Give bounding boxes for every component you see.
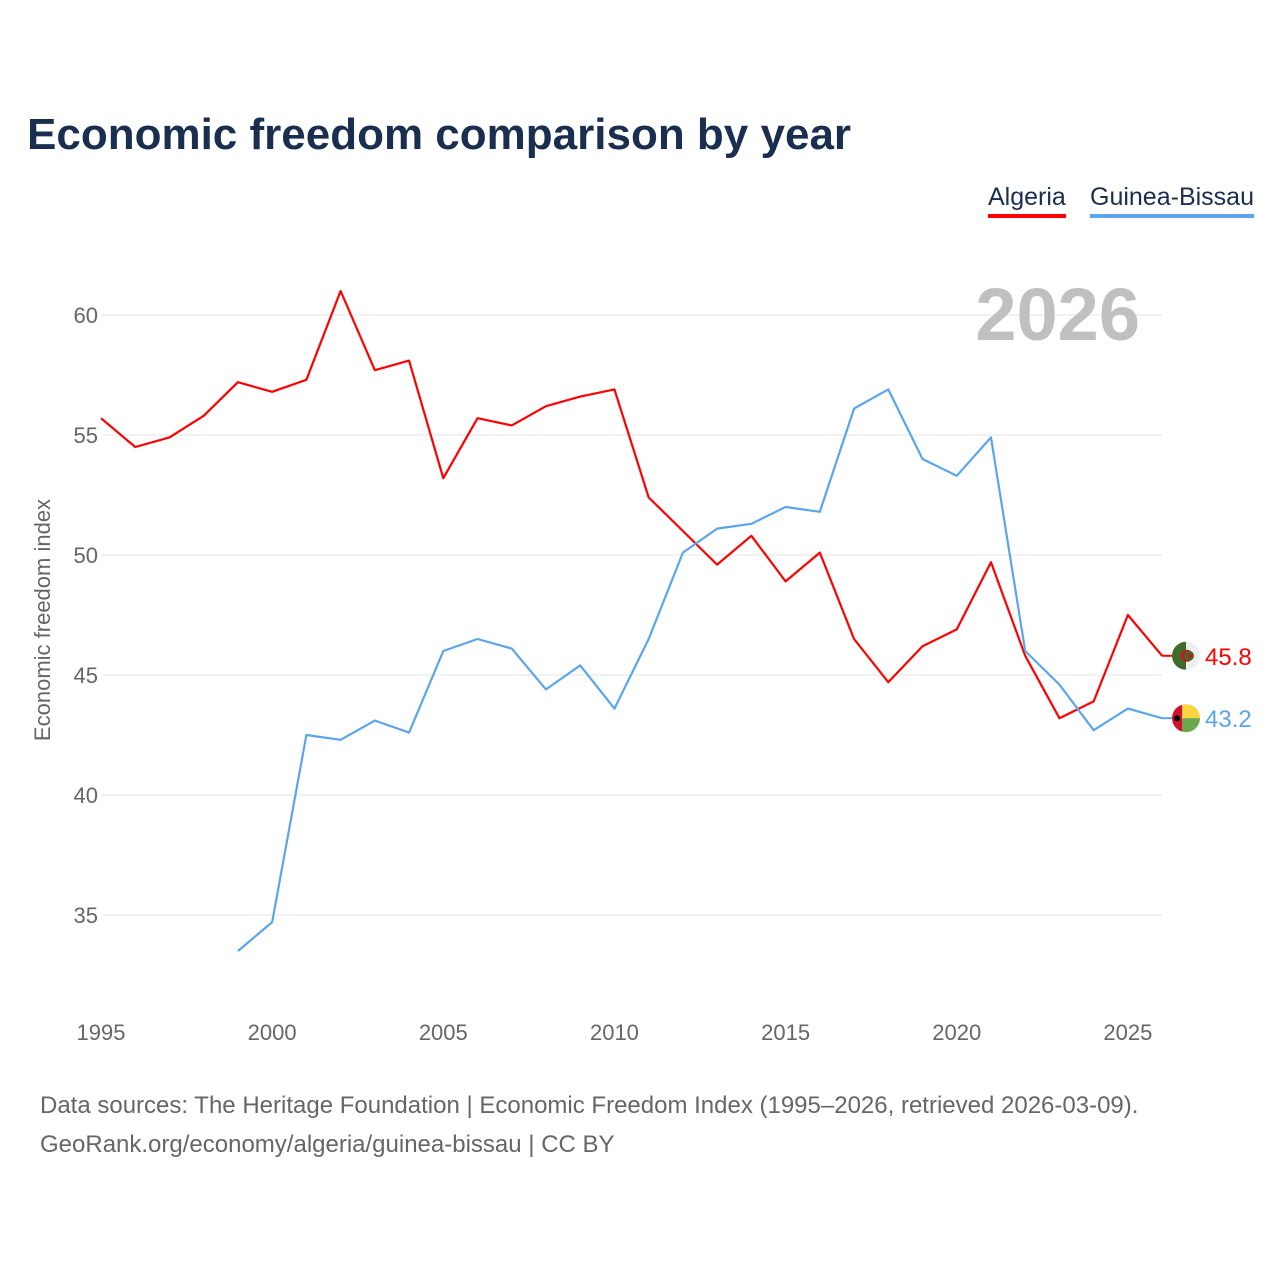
x-tick-label: 2000 [248, 1020, 297, 1045]
flag-body [1172, 641, 1200, 670]
algeria-flag-icon [1172, 641, 1200, 670]
end-value-label: 43.2 [1205, 706, 1252, 733]
x-tick-label: 2010 [590, 1020, 639, 1045]
guinea-bissau-flag-icon [1172, 704, 1200, 733]
flag-green [1182, 718, 1200, 733]
x-tick-label: 2015 [761, 1020, 810, 1045]
footer-url: GeoRank.org/economy/algeria/guinea-bissa… [40, 1131, 615, 1158]
year-label: 2026 [975, 273, 1140, 356]
x-tick-label: 2005 [419, 1020, 468, 1045]
end-value-label: 45.8 [1205, 644, 1252, 671]
x-tick-label: 2020 [932, 1020, 981, 1045]
footer-sources: Data sources: The Heritage Foundation | … [40, 1092, 1139, 1119]
y-tick-label: 35 [74, 903, 98, 928]
flag-body [1172, 704, 1200, 733]
flag-star [1187, 653, 1193, 658]
y-axis-label: Economic freedom index [30, 499, 55, 741]
flag-star [1174, 715, 1180, 722]
chart-title: Economic freedom comparison by year [27, 110, 852, 159]
x-tick-label: 2025 [1103, 1020, 1152, 1045]
flag-yellow [1182, 704, 1200, 719]
series-line-algeria [100, 289, 1163, 720]
y-tick-label: 60 [74, 303, 98, 328]
y-tick-label: 50 [74, 543, 98, 568]
series-line-guinea-bissau [237, 388, 1163, 952]
legend-algeria[interactable]: Algeria [988, 183, 1066, 218]
flag-green [1172, 641, 1186, 670]
footer: Data sources: The Heritage Foundation | … [40, 1086, 1138, 1164]
legend-guinea-bissau[interactable]: Guinea-Bissau [1090, 183, 1254, 218]
x-tick-label: 1995 [77, 1020, 126, 1045]
y-tick-label: 40 [74, 783, 98, 808]
y-tick-label: 45 [74, 663, 98, 688]
y-tick-label: 55 [74, 423, 98, 448]
